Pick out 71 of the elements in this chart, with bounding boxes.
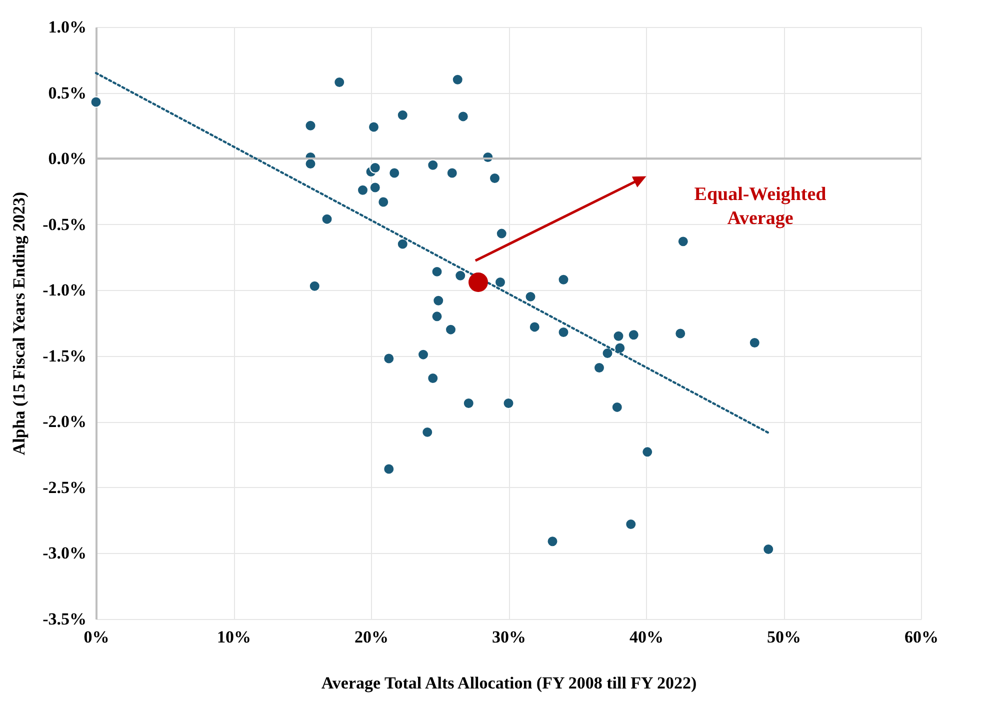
point <box>489 172 500 184</box>
point <box>468 272 488 292</box>
point <box>612 330 624 342</box>
point <box>396 109 408 121</box>
point <box>602 348 614 359</box>
y-tick-label: -1.5% <box>42 346 86 366</box>
x-tick-label: 40% <box>630 628 664 646</box>
point <box>383 463 395 475</box>
y-tick-label: -3.0% <box>42 544 86 563</box>
point <box>427 159 439 171</box>
point <box>304 120 316 132</box>
y-tick-label: 1.0% <box>48 18 86 36</box>
point <box>625 518 637 530</box>
point <box>546 536 558 548</box>
x-tick-label: 60% <box>904 628 938 646</box>
point <box>677 236 689 248</box>
y-tick-label: -1.0% <box>42 280 86 300</box>
point <box>388 167 400 179</box>
point <box>378 196 390 208</box>
x-tick-label: 10% <box>217 628 251 646</box>
y-tick-label: 0.0% <box>48 149 86 168</box>
x-tick-label: 30% <box>492 628 526 646</box>
point <box>494 276 506 288</box>
point <box>558 274 570 286</box>
point <box>357 184 368 196</box>
point <box>368 121 380 133</box>
point <box>334 76 346 88</box>
point <box>748 337 760 348</box>
point <box>321 213 333 225</box>
annotation: Equal-Weighted Average <box>694 184 827 230</box>
point <box>762 544 774 556</box>
x-axis-title: Average Total Alts Allocation (FY 2008 till FY 2022) <box>321 674 697 692</box>
point <box>446 167 458 179</box>
point <box>558 326 570 338</box>
point <box>454 270 466 282</box>
point <box>452 74 464 86</box>
point <box>396 238 408 250</box>
x-tick-label: 20% <box>354 628 388 646</box>
x-tick-label: 50% <box>767 628 801 646</box>
point <box>674 328 686 340</box>
point <box>528 321 540 333</box>
point <box>502 398 514 409</box>
y-tick-label: -0.5% <box>42 214 86 234</box>
point <box>369 162 381 174</box>
point <box>369 182 381 194</box>
point <box>524 290 536 302</box>
x-tick-label: 0% <box>84 628 110 646</box>
point <box>432 294 444 306</box>
point <box>308 280 320 292</box>
point <box>614 342 626 354</box>
point <box>628 329 640 341</box>
y-axis-title: Alpha (15 Fiscal Years Ending 2023) <box>10 192 29 456</box>
point <box>462 398 474 409</box>
point <box>431 266 443 278</box>
point <box>427 372 439 384</box>
point <box>431 310 443 322</box>
point <box>642 446 654 458</box>
point <box>90 96 102 108</box>
point <box>304 158 316 170</box>
point <box>383 352 395 364</box>
point <box>496 228 508 240</box>
point <box>422 426 434 438</box>
point <box>594 362 605 374</box>
y-tick-label: -2.0% <box>42 412 86 432</box>
point <box>418 348 429 360</box>
point <box>445 324 456 336</box>
point <box>611 401 623 413</box>
point <box>457 110 469 122</box>
y-tick-label: -2.5% <box>42 478 86 497</box>
y-tick-label: 0.5% <box>48 83 86 102</box>
y-tick-label: -3.5% <box>42 610 86 628</box>
